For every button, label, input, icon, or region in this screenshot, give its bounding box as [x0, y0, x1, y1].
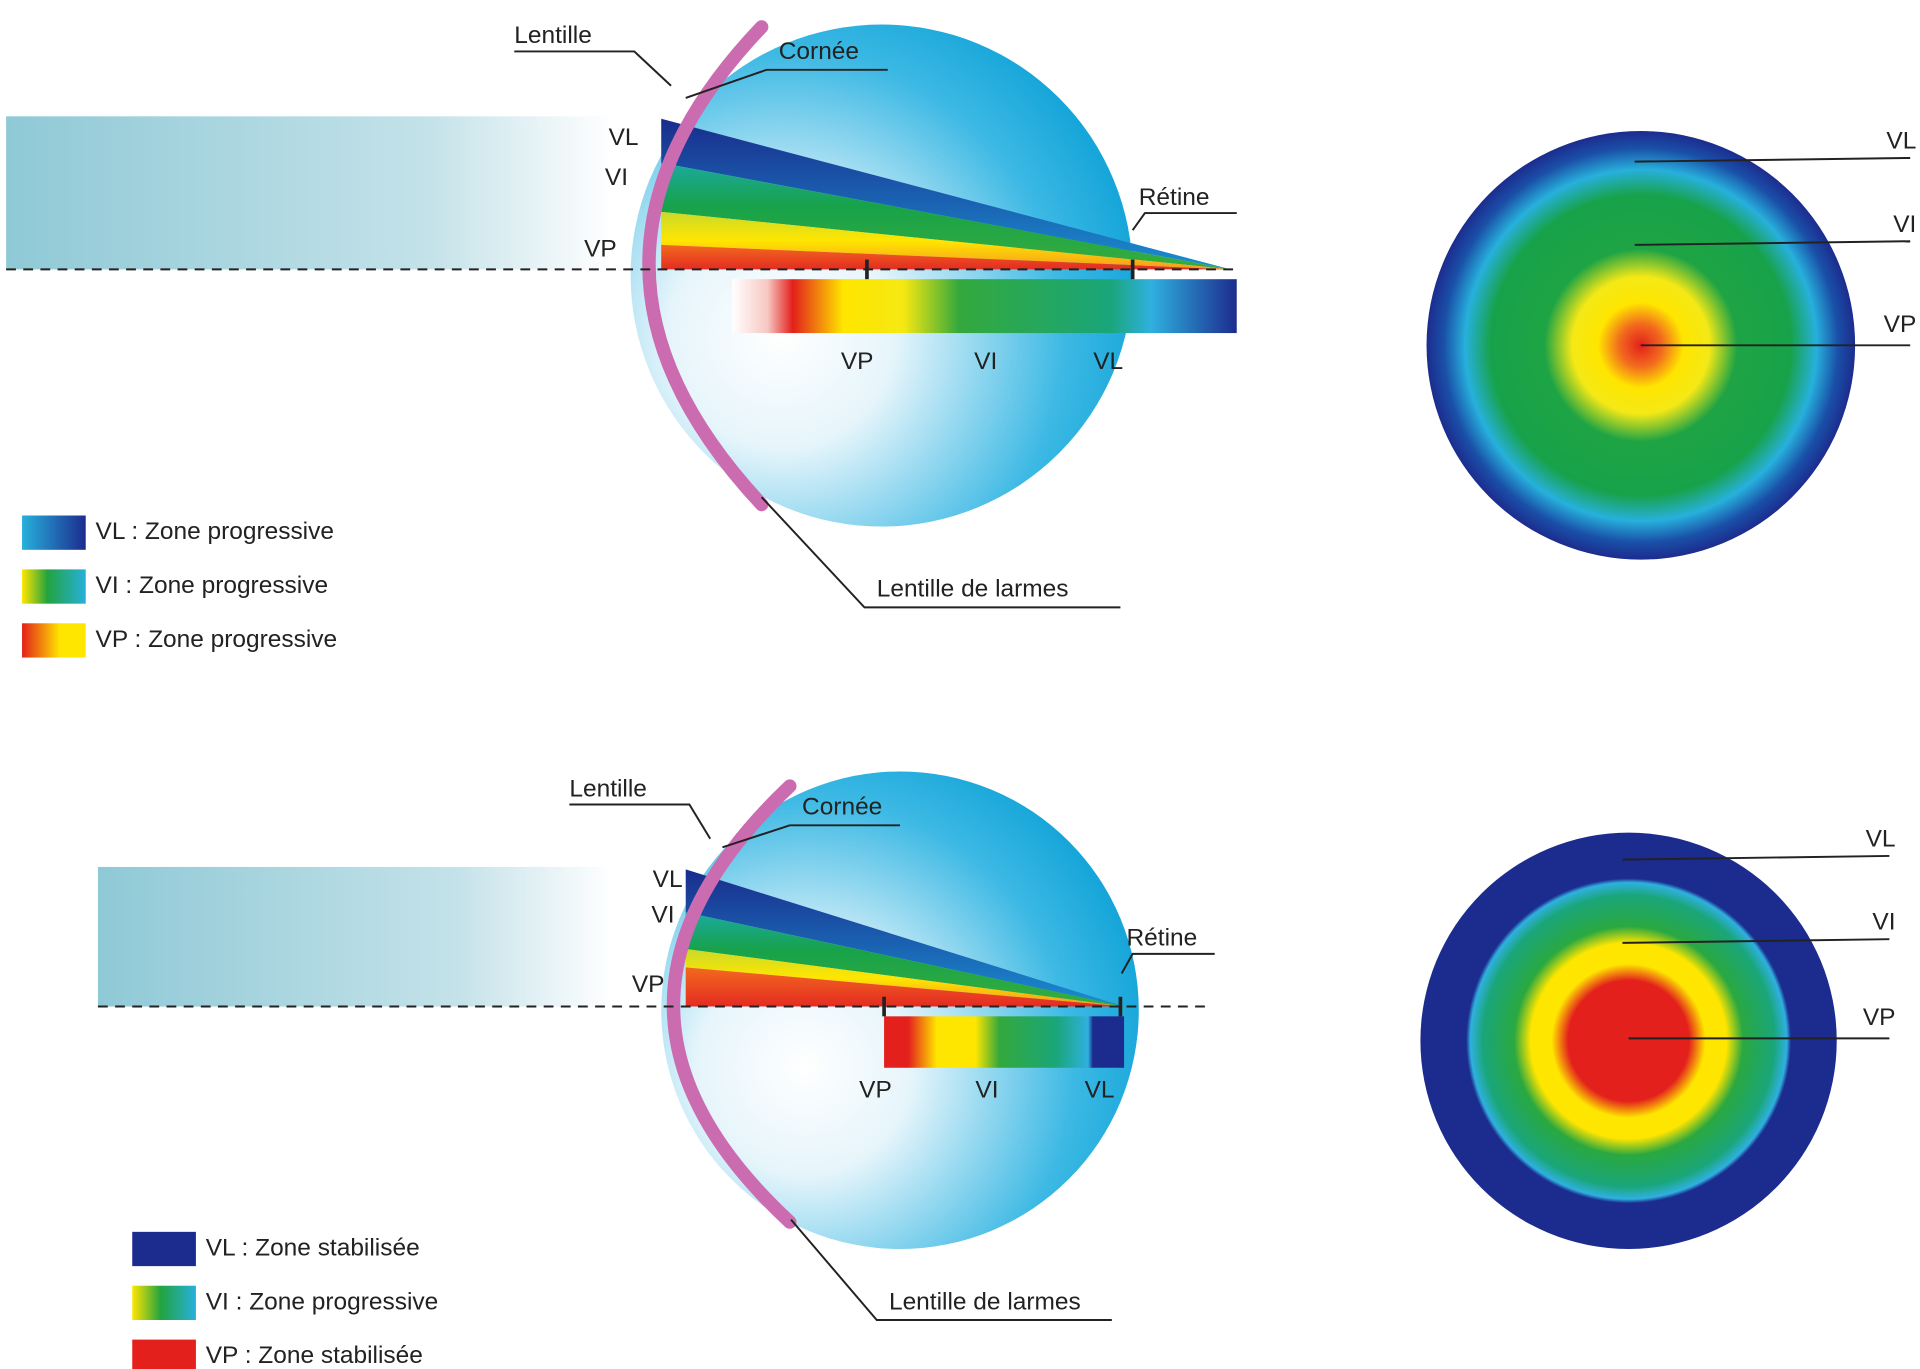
ray-band: [661, 162, 1231, 270]
bar-label: VI: [974, 348, 997, 375]
leader-line: [722, 824, 900, 849]
bar-label: VP: [859, 1076, 892, 1103]
focus-bar: [732, 279, 1237, 334]
ray-label: VL: [653, 866, 683, 893]
retina-label: Rétine: [1139, 184, 1210, 211]
bar-label: VL: [1093, 348, 1123, 375]
eye: [661, 771, 1139, 1249]
cornea-label: Cornée: [779, 38, 859, 65]
ray-band: [685, 948, 1125, 1007]
legend-swatch: [22, 515, 86, 550]
legend-label: VI : Zone progressive: [96, 572, 329, 599]
tear-lens-label: Lentille de larmes: [877, 576, 1069, 603]
tear-lens-label: Lentille de larmes: [889, 1288, 1081, 1315]
focus-bar: [884, 1016, 1125, 1068]
ray-band: [685, 912, 1125, 1007]
ray-band: [685, 869, 1125, 1007]
ray-label: VI: [651, 901, 674, 928]
legend-swatch: [22, 623, 86, 658]
legend-swatch: [132, 1285, 196, 1321]
leader-line: [569, 803, 712, 840]
leader-line: [790, 1218, 1112, 1321]
leader-line: [1131, 212, 1237, 231]
legend-label: VP : Zone stabilisée: [206, 1342, 423, 1369]
leader-line: [760, 496, 1121, 609]
ray-band: [661, 118, 1231, 270]
ray-label: VI: [605, 164, 628, 191]
bar-label: VI: [975, 1076, 998, 1103]
lens-label: Lentille: [514, 22, 592, 49]
ray-label: VP: [632, 971, 665, 998]
leader-line: [1634, 240, 1911, 246]
leader-line: [1634, 156, 1911, 163]
target-label: VP: [1884, 311, 1917, 338]
contact-lens: [666, 779, 797, 1229]
light-beam: [6, 116, 613, 270]
contact-lens: [642, 20, 769, 512]
legend-label: VL : Zone progressive: [96, 518, 334, 545]
target-label: VL: [1866, 825, 1896, 852]
target-label: VI: [1872, 909, 1895, 936]
legend-swatch: [22, 569, 86, 604]
legend-label: VL : Zone stabilisée: [206, 1234, 420, 1261]
cornea-label: Cornée: [802, 794, 882, 821]
leader-line: [685, 68, 888, 99]
legend-label: VP : Zone progressive: [96, 626, 338, 653]
target-label: VP: [1863, 1004, 1896, 1031]
legend-swatch: [132, 1231, 196, 1267]
bar-label: VL: [1085, 1076, 1115, 1103]
target-label: VI: [1893, 211, 1916, 238]
legend-swatch: [132, 1339, 196, 1369]
lens-label: Lentille: [569, 775, 647, 802]
target-label: VL: [1886, 128, 1916, 155]
legend-label: VI : Zone progressive: [206, 1288, 439, 1315]
ray-label: VL: [609, 124, 639, 151]
ray-band: [685, 967, 1125, 1007]
leader-line: [1622, 938, 1890, 944]
leader-line: [1120, 952, 1215, 974]
ray-label: VP: [584, 235, 617, 262]
light-beam: [97, 866, 613, 1007]
leader-line: [514, 50, 672, 87]
retina-label: Rétine: [1127, 925, 1198, 952]
leader-line: [1622, 854, 1890, 861]
bar-label: VP: [841, 348, 874, 375]
target: [1420, 832, 1837, 1249]
